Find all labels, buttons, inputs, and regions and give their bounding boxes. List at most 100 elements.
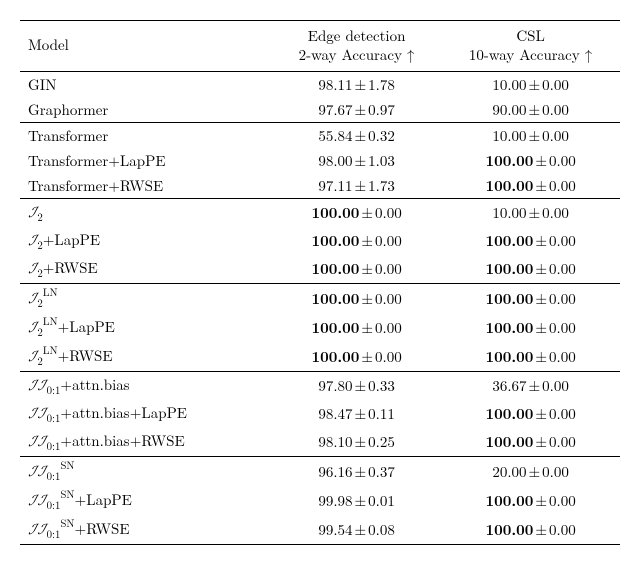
cell-csl-error: 0.00: [549, 175, 576, 196]
cell-csl-value: 10.00: [492, 74, 526, 95]
plus-minus-icon: ±: [533, 317, 549, 338]
plus-minus-icon: ±: [527, 74, 543, 95]
cell-csl: 100.00±0.00: [441, 428, 620, 457]
cell-csl-value: 100.00: [485, 490, 533, 511]
plus-minus-icon: ±: [359, 258, 375, 279]
cell-csl-value: 100.00: [485, 150, 533, 171]
cell-csl-error: 0.00: [549, 317, 576, 338]
cell-edge-value: 98.00: [318, 150, 352, 171]
cell-csl: 100.00±0.00: [441, 173, 620, 199]
cell-edge-error: 1.73: [368, 175, 395, 196]
cell-csl-value: 100.00: [485, 175, 533, 196]
cell-csl-error: 0.00: [542, 125, 569, 146]
cell-csl: 20.00±0.00: [441, 456, 620, 486]
plus-minus-icon: ±: [533, 431, 549, 452]
results-table-container: Model Edge detection 2-way Accuracy ↑ CS…: [20, 20, 620, 545]
cell-edge-value: 100.00: [311, 288, 359, 309]
cell-model: ℐℐ0:1SN+LapPE: [20, 486, 272, 515]
cell-csl-error: 0.00: [542, 375, 569, 396]
cell-edge-error: 0.00: [375, 346, 402, 367]
cell-edge-value: 97.67: [318, 99, 352, 120]
cell-csl-error: 0.00: [549, 150, 576, 171]
plus-minus-icon: ±: [533, 258, 549, 279]
cell-csl: 10.00±0.00: [441, 122, 620, 148]
cell-csl: 100.00±0.00: [441, 486, 620, 515]
table-row: GIN98.11±1.7810.00±0.00: [20, 71, 620, 97]
table-row: ℐ2+LapPE100.00±0.00100.00±0.00: [20, 227, 620, 255]
cell-model: GIN: [20, 71, 272, 97]
cell-edge-value: 98.47: [318, 403, 352, 424]
cell-csl-value: 36.67: [492, 375, 526, 396]
cell-edge: 97.80±0.33: [272, 371, 441, 400]
plus-minus-icon: ±: [359, 202, 375, 223]
cell-model: ℐ2: [20, 198, 272, 227]
cell-edge: 98.00±1.03: [272, 148, 441, 173]
cell-csl: 36.67±0.00: [441, 371, 620, 400]
plus-minus-icon: ±: [353, 461, 369, 482]
cell-csl: 100.00±0.00: [441, 148, 620, 173]
cell-edge: 98.10±0.25: [272, 428, 441, 457]
plus-minus-icon: ±: [533, 288, 549, 309]
cell-edge: 97.67±0.97: [272, 97, 441, 123]
cell-csl-value: 100.00: [485, 317, 533, 338]
results-table: Model Edge detection 2-way Accuracy ↑ CS…: [20, 20, 620, 545]
plus-minus-icon: ±: [353, 99, 369, 120]
cell-edge-value: 100.00: [311, 258, 359, 279]
cell-edge: 98.47±0.11: [272, 400, 441, 428]
cell-edge-value: 96.16: [318, 461, 352, 482]
cell-model: ℐ2+LapPE: [20, 227, 272, 255]
cell-model: Transformer: [20, 122, 272, 148]
cell-edge-value: 99.98: [318, 490, 352, 511]
cell-csl-value: 90.00: [492, 99, 526, 120]
header-csl-line2: 10-way Accuracy ↑: [469, 44, 592, 65]
cell-edge-error: 0.00: [375, 317, 402, 338]
cell-edge: 98.11±1.78: [272, 71, 441, 97]
table-row: ℐℐ0:1+attn.bias+RWSE98.10±0.25100.00±0.0…: [20, 428, 620, 457]
plus-minus-icon: ±: [353, 431, 369, 452]
cell-edge-error: 0.00: [375, 230, 402, 251]
cell-csl-error: 0.00: [549, 519, 576, 540]
table-row: Graphormer97.67±0.9790.00±0.00: [20, 97, 620, 123]
cell-csl-value: 100.00: [485, 230, 533, 251]
cell-csl-error: 0.00: [549, 403, 576, 424]
plus-minus-icon: ±: [527, 125, 543, 146]
plus-minus-icon: ±: [533, 175, 549, 196]
plus-minus-icon: ±: [359, 317, 375, 338]
cell-edge-value: 98.11: [318, 74, 352, 95]
header-model: Model: [20, 21, 272, 72]
cell-model: ℐℐ0:1+attn.bias+RWSE: [20, 428, 272, 457]
table-row: ℐℐ0:1SN96.16±0.3720.00±0.00: [20, 456, 620, 486]
table-row: ℐ2LN+LapPE100.00±0.00100.00±0.00: [20, 313, 620, 342]
cell-edge: 99.98±0.01: [272, 486, 441, 515]
table-row: ℐ2LN100.00±0.00100.00±0.00: [20, 283, 620, 313]
cell-csl-value: 100.00: [485, 346, 533, 367]
cell-edge-value: 100.00: [311, 346, 359, 367]
table-row: ℐ2LN+RWSE100.00±0.00100.00±0.00: [20, 342, 620, 372]
cell-model: ℐℐ0:1+attn.bias+LapPE: [20, 400, 272, 428]
table-body: GIN98.11±1.7810.00±0.00Graphormer97.67±0…: [20, 71, 620, 544]
plus-minus-icon: ±: [527, 461, 543, 482]
plus-minus-icon: ±: [533, 150, 549, 171]
plus-minus-icon: ±: [359, 230, 375, 251]
cell-edge: 100.00±0.00: [272, 255, 441, 284]
cell-model: ℐ2LN: [20, 283, 272, 313]
cell-model: ℐℐ0:1SN+RWSE: [20, 515, 272, 545]
plus-minus-icon: ±: [533, 490, 549, 511]
cell-edge-error: 0.97: [368, 99, 395, 120]
table-row: Transformer55.84±0.3210.00±0.00: [20, 122, 620, 148]
cell-csl-value: 100.00: [485, 403, 533, 424]
cell-model: ℐ2LN+LapPE: [20, 313, 272, 342]
plus-minus-icon: ±: [527, 202, 543, 223]
cell-csl: 100.00±0.00: [441, 255, 620, 284]
cell-edge: 100.00±0.00: [272, 198, 441, 227]
cell-edge-value: 100.00: [311, 317, 359, 338]
cell-edge-value: 100.00: [311, 230, 359, 251]
cell-edge-error: 0.33: [368, 375, 395, 396]
cell-csl-error: 0.00: [549, 431, 576, 452]
cell-csl-error: 0.00: [549, 490, 576, 511]
cell-edge-error: 0.00: [375, 258, 402, 279]
cell-edge-value: 99.54: [318, 519, 352, 540]
plus-minus-icon: ±: [533, 519, 549, 540]
cell-edge: 100.00±0.00: [272, 227, 441, 255]
plus-minus-icon: ±: [359, 346, 375, 367]
